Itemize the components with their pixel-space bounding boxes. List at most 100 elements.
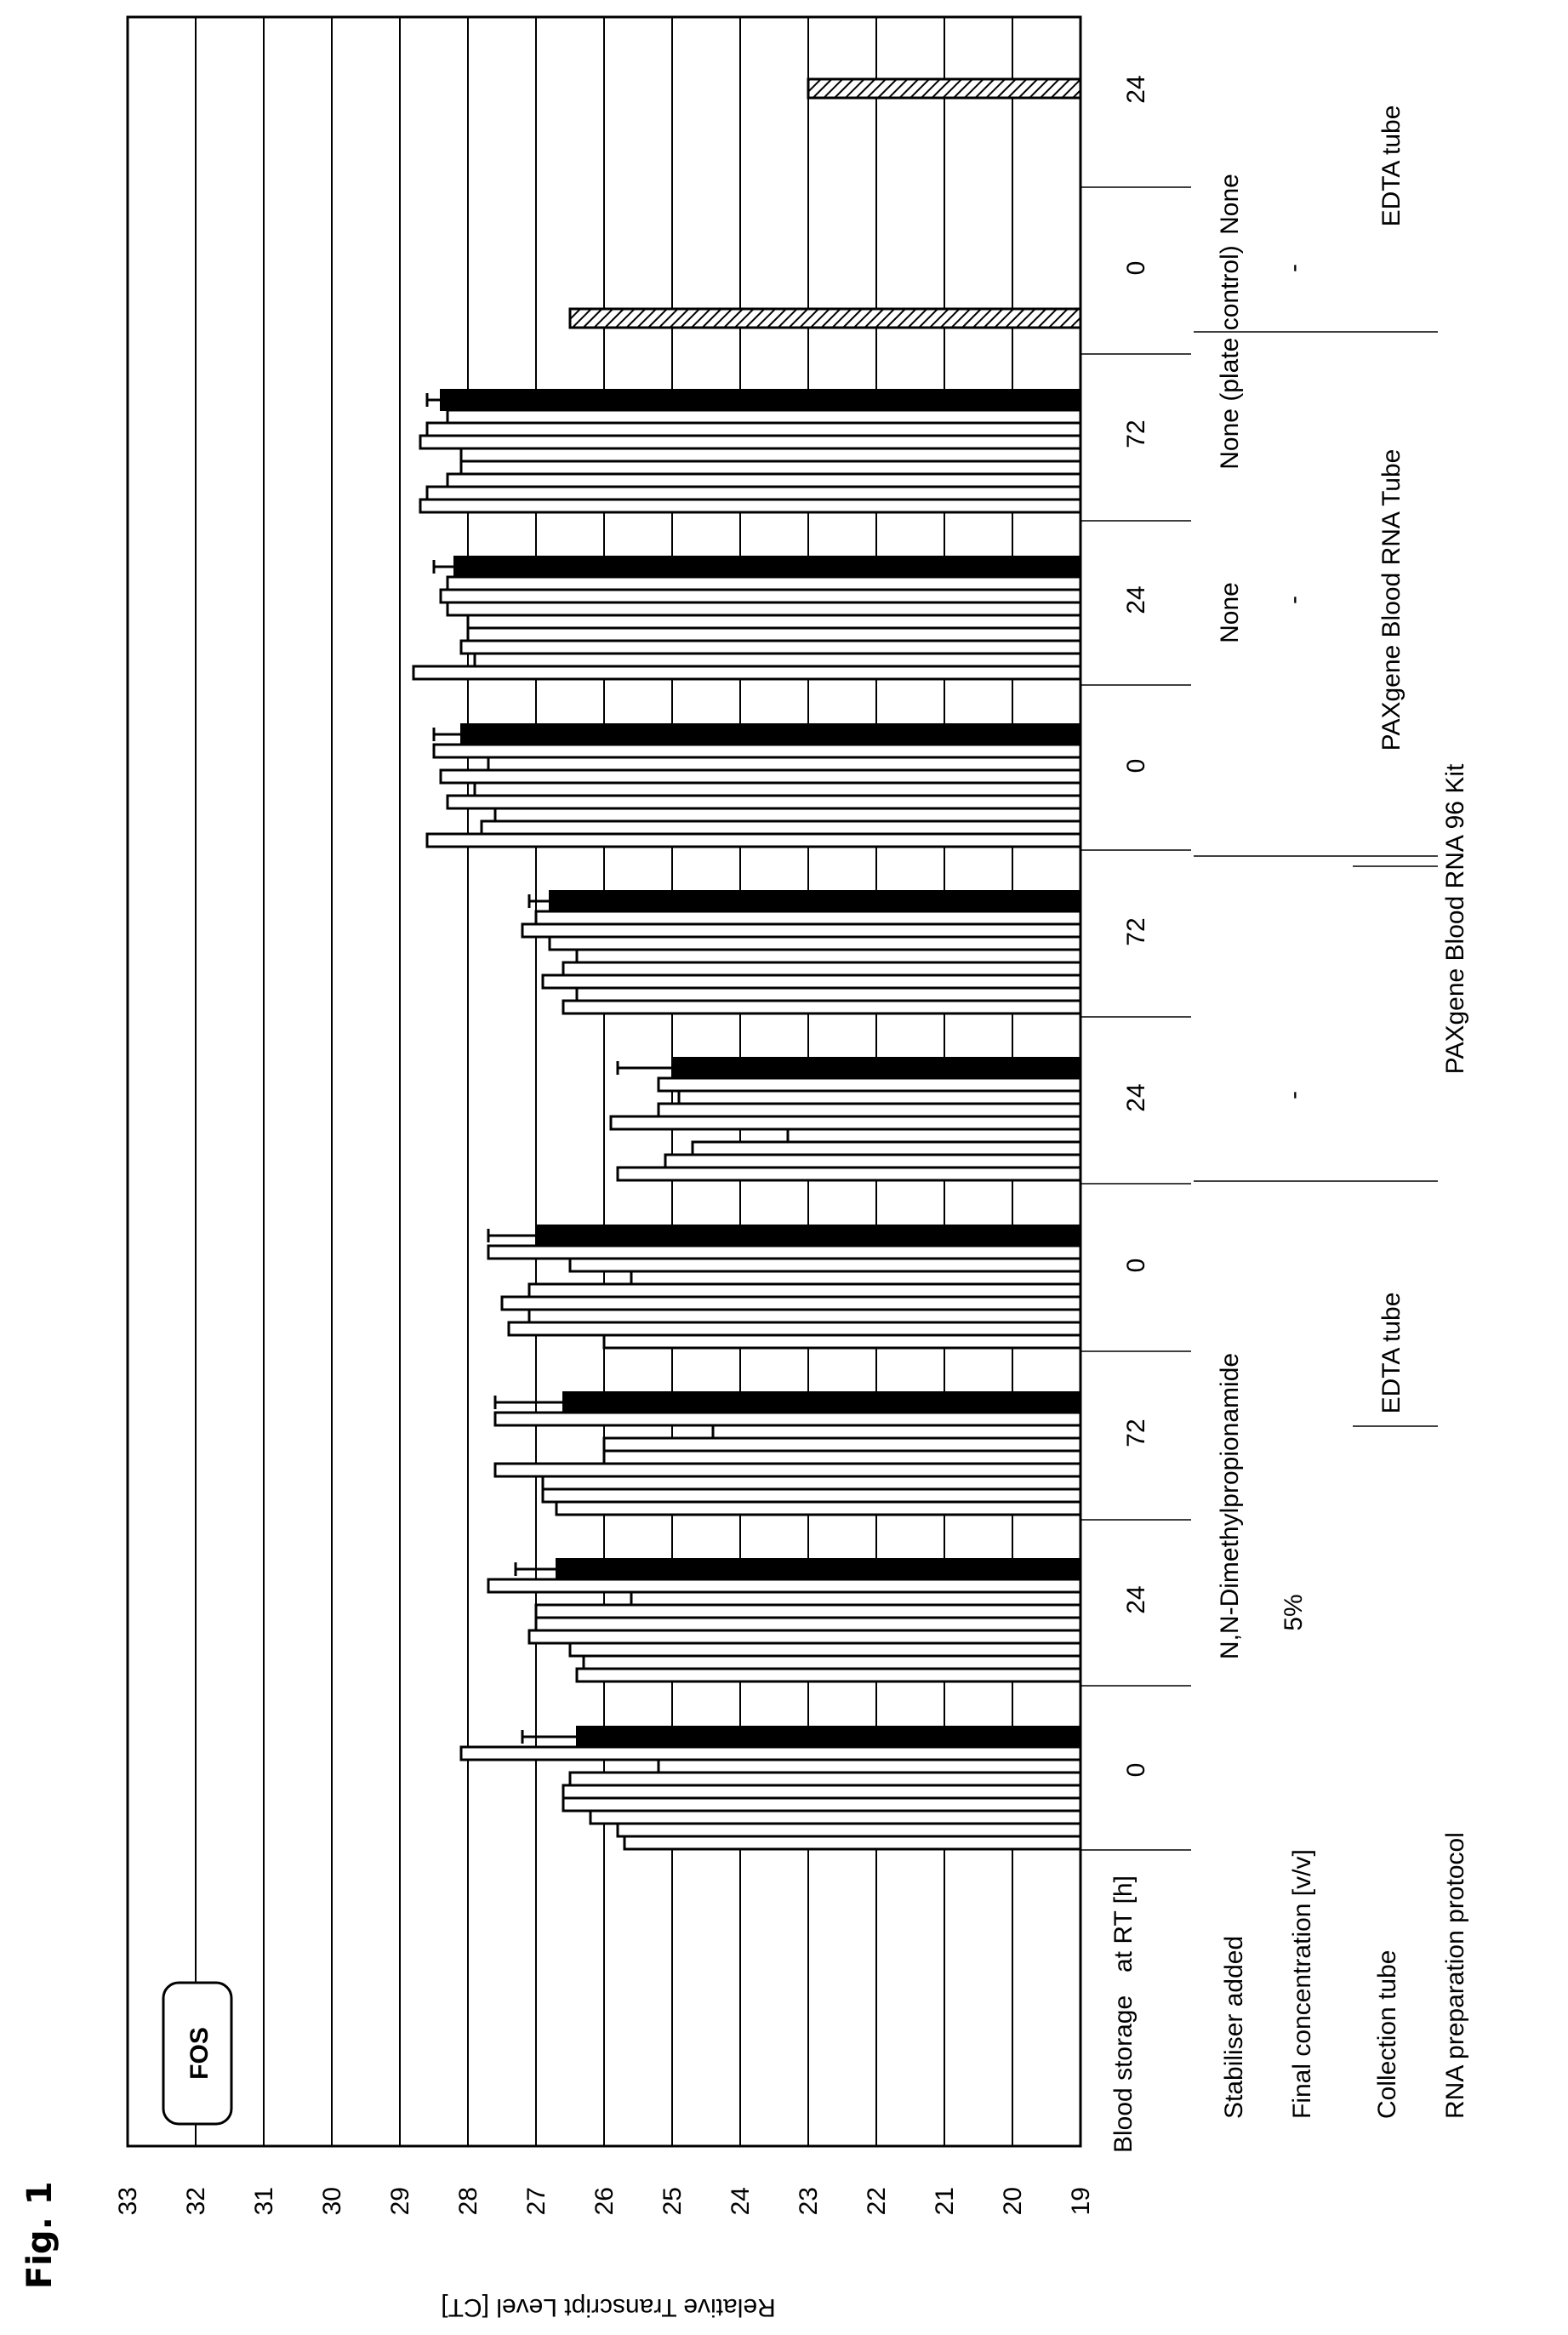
bar-replicate — [630, 1590, 1082, 1607]
y-tick-label: 32 — [182, 2187, 210, 2215]
bar-replicate — [541, 973, 1082, 990]
bar-group — [807, 77, 1082, 100]
y-tick-label: 29 — [386, 2187, 414, 2215]
bar-group — [425, 723, 1082, 848]
bar-replicate — [541, 1487, 1082, 1504]
bar-replicate — [480, 819, 1082, 836]
y-tick-label: 27 — [522, 2187, 550, 2215]
bar-replicate — [555, 1500, 1082, 1516]
bar-replicate — [500, 1295, 1082, 1311]
time-point-label: 0 — [1122, 1763, 1150, 1778]
bar-replicate — [562, 961, 1082, 977]
bar-mean — [576, 1726, 1081, 1748]
collection-tube-label: EDTA tube — [1377, 1293, 1405, 1414]
stabiliser-label: None (plate control) — [1216, 245, 1244, 469]
bar-replicate — [493, 1411, 1082, 1427]
bar-replicate — [425, 421, 1082, 437]
y-tick-label: 25 — [659, 2187, 687, 2215]
bar-replicate — [432, 743, 1082, 759]
time-point-label: 72 — [1122, 420, 1150, 448]
bar-replicate — [691, 1140, 1082, 1156]
bar-mean — [460, 723, 1081, 745]
chart-title: FOS — [185, 2027, 214, 2080]
bar-replicate — [582, 1654, 1082, 1670]
bar-replicate — [616, 1166, 1082, 1182]
y-tick-label: 28 — [454, 2187, 482, 2215]
bar-replicate — [657, 1076, 1082, 1093]
bar-replicate — [446, 601, 1082, 617]
bar-replicate — [473, 652, 1082, 668]
stabiliser-label: N,N-Dimethylpropionamide — [1216, 1353, 1244, 1659]
bar-mean — [562, 1391, 1081, 1413]
bar-group — [493, 1391, 1082, 1516]
collection-tube-label: EDTA tube — [1377, 106, 1405, 227]
bar-replicate — [439, 588, 1082, 604]
time-point-label: 24 — [1122, 1585, 1150, 1613]
bar-mean — [556, 1558, 1081, 1580]
bar-replicate — [527, 1629, 1082, 1645]
concentration-label: - — [1280, 1091, 1308, 1099]
rna-protocol-label: PAXgene Blood RNA 96 Kit — [1441, 763, 1469, 1074]
bar-replicate — [562, 1784, 1082, 1800]
figure-label: Fig. 1 — [20, 2181, 60, 2289]
bar-replicate — [459, 447, 1082, 463]
bar-replicate — [568, 1257, 1082, 1273]
stabiliser-label: None — [1216, 582, 1244, 643]
bar-replicate — [527, 1282, 1082, 1299]
bar-replicate — [459, 1745, 1082, 1761]
bar-replicate — [487, 1244, 1082, 1260]
time-point-label: 0 — [1122, 261, 1150, 276]
bar-replicate — [657, 1758, 1082, 1774]
bar-replicate — [459, 460, 1082, 476]
row-label-at-rt: at RT [h] — [1109, 1875, 1138, 1972]
bar-replicate — [527, 1308, 1082, 1324]
time-point-label: 72 — [1122, 1419, 1150, 1447]
bar-replicate — [446, 794, 1082, 810]
y-tick-label: 24 — [727, 2187, 755, 2215]
bar-replicate — [602, 1436, 1082, 1453]
y-tick-label: 33 — [114, 2187, 142, 2215]
row-label-collection-tube: Collection tube — [1373, 1950, 1401, 2119]
y-tick-label: 21 — [931, 2187, 959, 2215]
row-label-blood-storage: Blood storage — [1109, 1995, 1138, 2153]
bar-replicate — [568, 1771, 1082, 1787]
bar-replicate — [711, 1424, 1082, 1440]
time-point-label: 24 — [1122, 1083, 1150, 1111]
bar-replicate — [562, 1796, 1082, 1813]
y-axis-label: Relative Transcript Level [CT] — [441, 2293, 775, 2321]
bar-replicate — [677, 1089, 1082, 1105]
bar-group — [568, 307, 1082, 329]
bar-replicate — [446, 575, 1082, 591]
bar-replicate — [521, 922, 1082, 939]
bar-replicate — [473, 781, 1082, 797]
bar-group — [419, 389, 1082, 514]
bar-replicate — [602, 1333, 1082, 1350]
bar-replicate — [786, 1128, 1082, 1144]
bar-plate-control — [807, 77, 1082, 100]
bar-replicate — [541, 1475, 1082, 1491]
row-label-rna-protocol: RNA preparation protocol — [1441, 1832, 1469, 2119]
y-tick-label: 20 — [999, 2187, 1027, 2215]
bar-replicate — [466, 614, 1082, 630]
time-point-label: 24 — [1122, 75, 1150, 103]
concentration-label: - — [1280, 596, 1308, 604]
bar-replicate — [487, 756, 1082, 772]
bar-replicate — [589, 1809, 1082, 1825]
bar-replicate — [419, 498, 1082, 514]
bar-group — [521, 890, 1082, 1015]
bar-replicate — [466, 626, 1082, 642]
concentration-label: 5% — [1280, 1594, 1308, 1630]
bar-replicate — [664, 1153, 1082, 1169]
bar-replicate — [446, 408, 1082, 425]
bar-replicate — [657, 1102, 1082, 1118]
bar-replicate — [568, 1641, 1082, 1658]
title-box — [162, 1981, 233, 2126]
time-point-label: 0 — [1122, 759, 1150, 774]
stabiliser-label: None — [1216, 174, 1244, 235]
y-tick-label: 26 — [590, 2187, 619, 2215]
bar-replicate — [575, 986, 1082, 1002]
bar-replicate — [493, 807, 1082, 823]
y-tick-label: 23 — [795, 2187, 823, 2215]
bar-replicate — [425, 832, 1082, 848]
